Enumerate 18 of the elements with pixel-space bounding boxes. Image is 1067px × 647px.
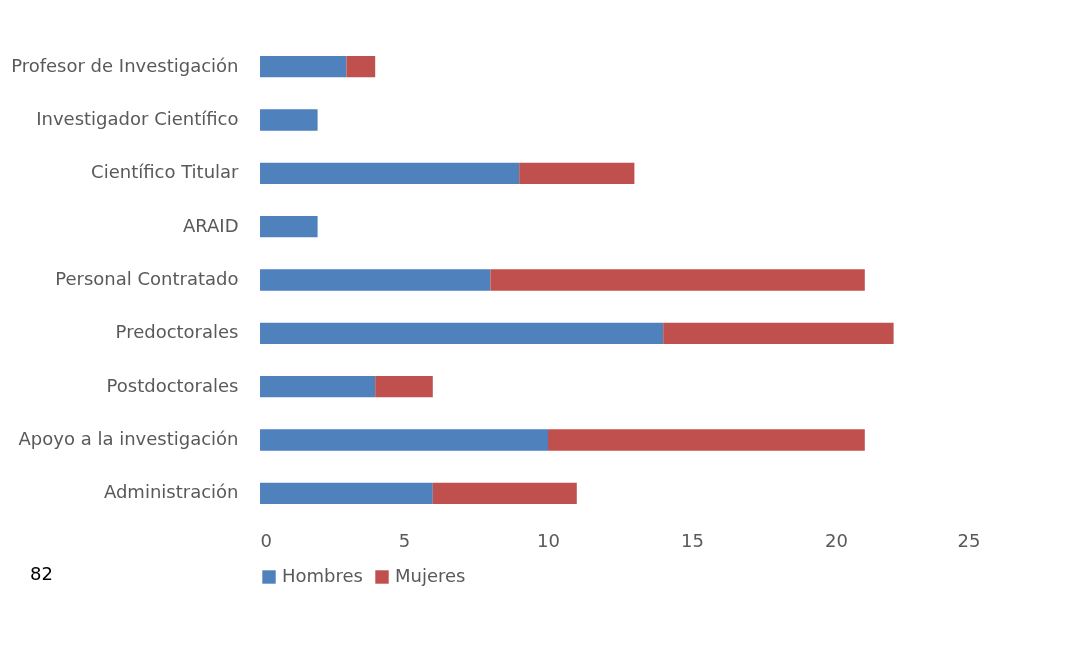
text: 82	[30, 563, 53, 584]
x-tick-label: 10	[537, 529, 560, 551]
x-tick-label: 15	[681, 529, 704, 551]
legend-label: Hombres	[282, 565, 363, 586]
x-tick-label: 25	[957, 529, 981, 551]
y-tick-label: Postdoctorales	[106, 374, 239, 396]
x-tick-label: 5	[398, 529, 411, 551]
y-tick-label: Apoyo a la investigación	[18, 428, 239, 449]
y-tick-label: Personal Contratado	[55, 268, 239, 289]
y-tick-label: Científico Titular	[91, 161, 240, 183]
y-tick-label: Profesor de Investigación	[11, 54, 239, 76]
x-tick-label: 20	[825, 529, 848, 551]
y-tick-label: Administración	[103, 481, 239, 503]
y-tick-label: Investigador Científico	[36, 108, 239, 129]
y-tick-label: Predoctorales	[115, 321, 239, 343]
x-tick-label: 0	[260, 529, 272, 551]
legend-label: Mujeres	[395, 565, 466, 586]
y-tick-label: ARAID	[182, 214, 239, 236]
